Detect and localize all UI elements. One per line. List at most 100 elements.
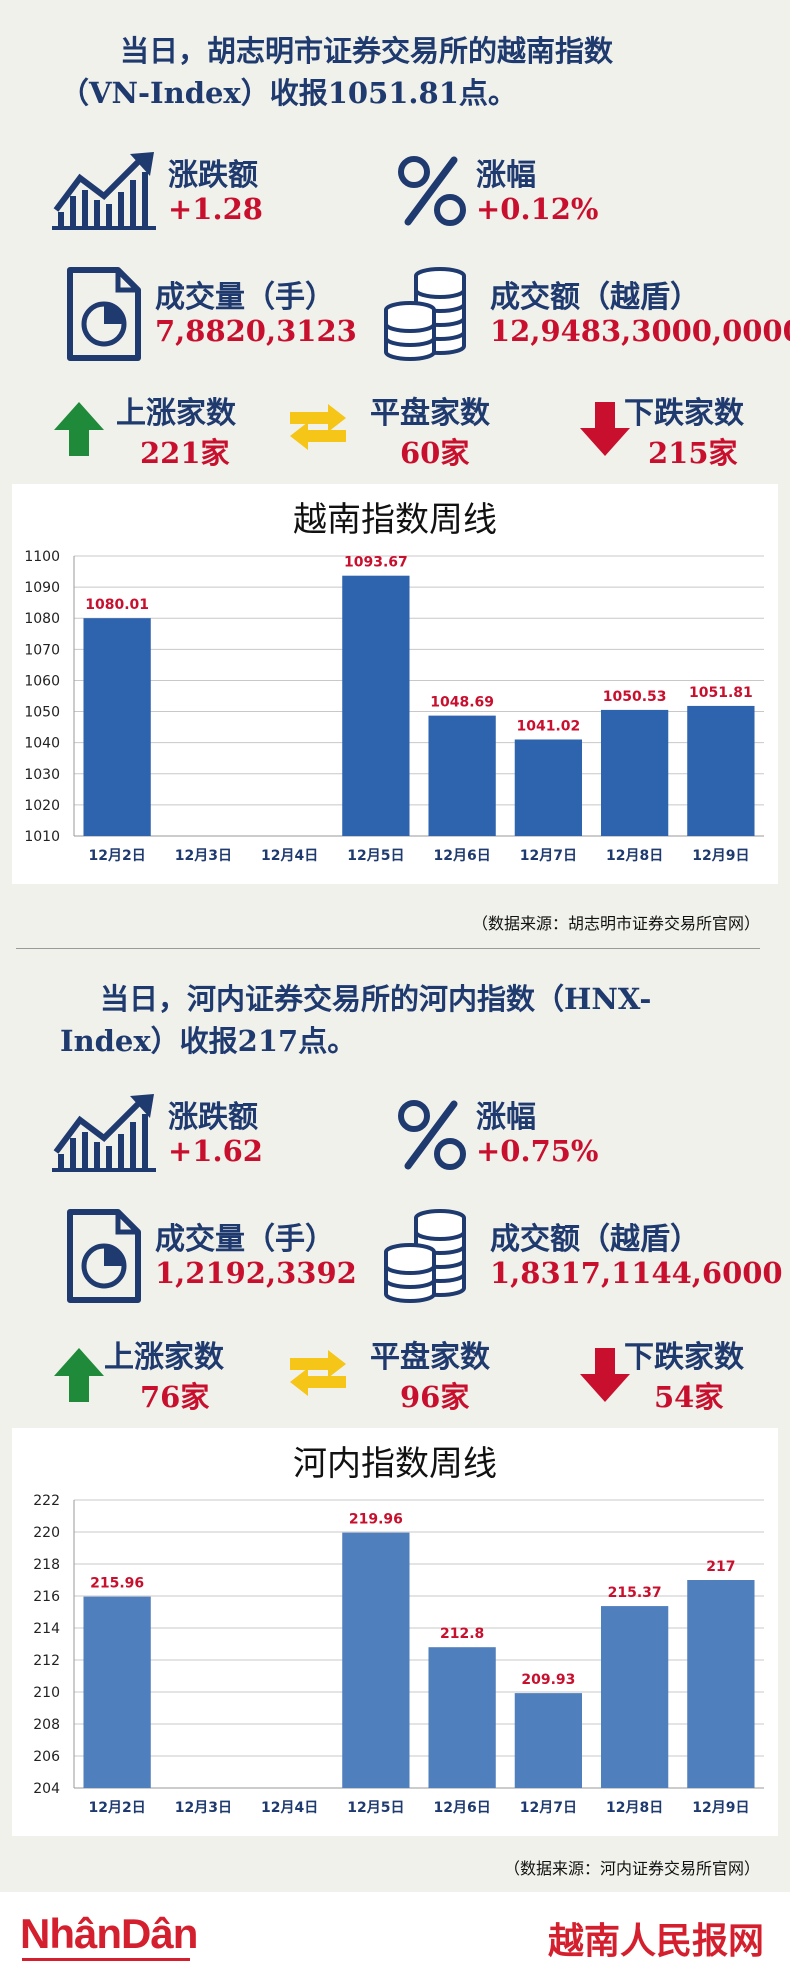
flat-label: 平盘家数 — [370, 396, 490, 431]
x-tick-label: 12月9日 — [692, 1800, 749, 1816]
flat-value: 60家 — [400, 436, 470, 470]
turnover-label: 成交额（越盾） — [490, 280, 700, 315]
data-label: 215.96 — [90, 1576, 144, 1592]
coins-icon — [384, 267, 466, 361]
up-label: 上涨家数 — [116, 396, 236, 431]
volume-value: 1,2192,3392 — [155, 1256, 357, 1290]
y-tick-label: 204 — [33, 1781, 60, 1797]
flat-arrows-icon — [290, 1350, 346, 1396]
footer: NhânDân 越南人民报网 — [0, 1892, 790, 1975]
chart-trend-icon — [52, 1094, 156, 1172]
y-tick-label: 1060 — [24, 673, 60, 689]
x-tick-label: 12月7日 — [520, 848, 577, 864]
x-tick-label: 12月9日 — [692, 848, 749, 864]
bar — [687, 705, 755, 836]
up-value: 76家 — [140, 1380, 210, 1414]
bar — [342, 1532, 410, 1788]
flat-value: 96家 — [400, 1380, 470, 1414]
down-label: 下跌家数 — [624, 396, 744, 431]
source-note: （数据来源：胡志明市证券交易所官网） — [471, 914, 760, 933]
y-tick-label: 1070 — [24, 642, 60, 658]
down-arrow-icon — [580, 1348, 630, 1402]
x-tick-label: 12月4日 — [261, 848, 318, 864]
data-label: 1050.53 — [603, 689, 667, 705]
data-label: 209.93 — [521, 1672, 575, 1688]
headline-line-2: （VN-Index）收报1051.81点。 — [60, 76, 517, 110]
x-tick-label: 12月5日 — [347, 1800, 404, 1816]
chart-title: 越南指数周线 — [293, 500, 497, 540]
bar — [342, 575, 410, 836]
x-tick-label: 12月7日 — [520, 1800, 577, 1816]
y-tick-label: 208 — [33, 1717, 60, 1733]
down-label: 下跌家数 — [624, 1340, 744, 1375]
pct-value: +0.12% — [476, 192, 599, 226]
y-tick-label: 1100 — [24, 549, 60, 565]
volume-value: 7,8820,3123 — [155, 314, 357, 348]
headline: 当日，胡志明市证券交易所的越南指数 （VN-Index）收报1051.81点。 — [60, 30, 740, 114]
logo-underline — [22, 1958, 190, 1961]
x-tick-label: 12月2日 — [89, 1800, 146, 1816]
turnover-value: 1,8317,1144,6000 — [490, 1256, 783, 1290]
bar — [514, 739, 583, 836]
percent-icon — [398, 1100, 466, 1170]
bar — [428, 1647, 496, 1788]
volume-label: 成交量（手） — [155, 280, 335, 315]
vn-index-chart-panel: 越南指数周线 1010 1020 1030 1040 1050 1060 1070 1080 1… — [12, 484, 778, 884]
nhandan-logo[interactable]: NhânDân — [20, 1910, 198, 1957]
data-label: 1041.02 — [516, 718, 580, 734]
y-tick-label: 218 — [33, 1557, 60, 1573]
data-label: 217 — [706, 1559, 735, 1575]
x-tick-label: 12月4日 — [261, 1800, 318, 1816]
x-tick-label: 12月6日 — [434, 848, 491, 864]
pct-value: +0.75% — [476, 1134, 599, 1168]
up-arrow-icon — [54, 1348, 104, 1402]
bar — [600, 1606, 669, 1788]
data-label: 1051.81 — [689, 685, 753, 701]
y-tick-label: 212 — [33, 1653, 60, 1669]
down-value: 54家 — [654, 1380, 724, 1414]
document-chart-icon — [67, 1209, 141, 1303]
bar — [83, 1596, 151, 1788]
y-tick-label: 1040 — [24, 736, 60, 752]
document-chart-icon — [67, 267, 141, 361]
up-label: 上涨家数 — [104, 1340, 224, 1375]
bar — [514, 1693, 583, 1788]
bar — [428, 715, 496, 836]
coins-icon — [384, 1209, 466, 1303]
pct-label: 涨幅 — [476, 1100, 536, 1135]
brand-name[interactable]: 越南人民报网 — [547, 1920, 764, 1962]
hnx-index-chart-panel: 河内指数周线 204 206 208 210 212 214 216 218 220 222 215… — [12, 1428, 778, 1836]
data-label: 1093.67 — [344, 555, 408, 571]
bar — [600, 709, 669, 836]
x-tick-label: 12月2日 — [89, 848, 146, 864]
up-arrow-icon — [54, 402, 104, 456]
percent-icon — [398, 156, 466, 226]
y-tick-label: 216 — [33, 1589, 60, 1605]
headline-line-1: 当日，胡志明市证券交易所的越南指数 — [120, 34, 614, 68]
flat-arrows-icon — [290, 404, 346, 450]
y-tick-label: 214 — [33, 1621, 60, 1637]
y-tick-label: 222 — [33, 1493, 60, 1509]
x-tick-label: 12月3日 — [175, 1800, 232, 1816]
data-label: 1080.01 — [85, 597, 149, 613]
data-label: 219.96 — [349, 1512, 403, 1528]
x-tick-label: 12月5日 — [347, 848, 404, 864]
change-label: 涨跌额 — [168, 1100, 258, 1135]
chart-title: 河内指数周线 — [293, 1444, 497, 1484]
volume-label: 成交量（手） — [155, 1222, 335, 1257]
y-tick-label: 1050 — [24, 705, 60, 721]
headline-line-2: Index）收报217点。 — [60, 1024, 357, 1058]
up-value: 221家 — [140, 436, 230, 470]
y-tick-label: 206 — [33, 1749, 60, 1765]
x-tick-label: 12月6日 — [434, 1800, 491, 1816]
headline: 当日，河内证券交易所的河内指数（HNX- Index）收报217点。 — [60, 978, 740, 1062]
x-tick-label: 12月8日 — [606, 848, 663, 864]
x-tick-label: 12月3日 — [175, 848, 232, 864]
data-label: 215.37 — [608, 1585, 662, 1601]
data-label: 212.8 — [440, 1626, 484, 1642]
y-tick-label: 1010 — [24, 829, 60, 845]
y-tick-label: 1030 — [24, 767, 60, 783]
turnover-label: 成交额（越盾） — [490, 1222, 700, 1257]
change-value: +1.28 — [168, 192, 263, 226]
y-tick-label: 1020 — [24, 798, 60, 814]
